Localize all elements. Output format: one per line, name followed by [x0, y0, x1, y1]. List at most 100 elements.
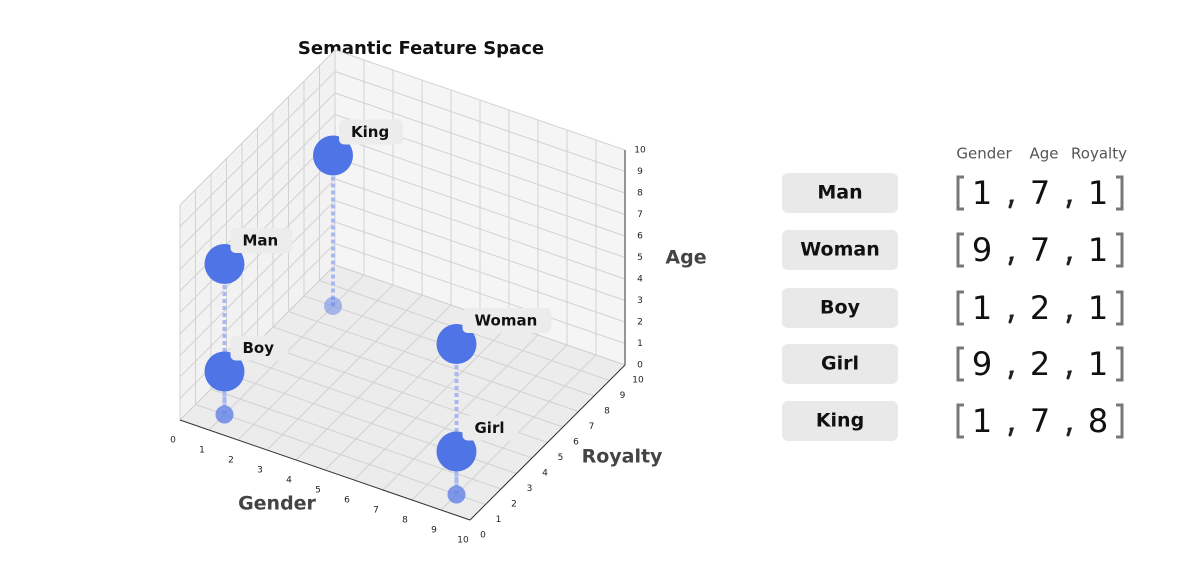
grid-line	[272, 326, 564, 428]
comma	[1008, 370, 1015, 380]
y-tick-label: 0	[480, 531, 486, 541]
point-label-box	[230, 228, 293, 253]
point-label-box	[462, 308, 552, 333]
comma	[1008, 314, 1015, 324]
comma	[1008, 427, 1015, 437]
column-header: Royalty	[1071, 145, 1127, 163]
y-tick-label: 7	[589, 422, 595, 432]
z-tick-label: 8	[637, 189, 643, 199]
y-tick-label: 6	[573, 438, 579, 448]
grid-line	[334, 178, 626, 280]
comma	[1008, 256, 1015, 266]
point-label: Woman	[475, 312, 538, 330]
column-header: Gender	[956, 145, 1012, 163]
chart-title: Semantic Feature Space	[298, 38, 544, 59]
z-tick-label: 7	[637, 210, 643, 220]
grid-line	[179, 114, 336, 270]
shadow-point	[215, 405, 234, 424]
row-label-box	[782, 288, 898, 328]
vector-value: 8	[1088, 402, 1108, 440]
grid-line	[334, 221, 626, 323]
x-tick-label: 2	[228, 456, 234, 466]
point	[204, 351, 245, 392]
x-axis-label: Gender	[238, 493, 316, 515]
vector-value: 2	[1030, 289, 1050, 327]
vector-value: 9	[972, 231, 992, 269]
x-tick-label: 1	[199, 446, 205, 456]
grid-line	[179, 92, 336, 249]
bracket-left	[956, 175, 964, 211]
x-tick-label: 9	[431, 526, 437, 536]
grid-line	[334, 135, 626, 237]
point-label: Girl	[475, 419, 505, 437]
y-tick-label: 8	[604, 407, 610, 417]
point-label: Boy	[243, 339, 275, 357]
grid-line	[179, 221, 336, 378]
point-label-box	[339, 119, 404, 145]
y-axis-label: Royalty	[582, 446, 663, 468]
y-tick-label: 9	[620, 391, 626, 401]
vector-value: 9	[972, 345, 992, 383]
point	[204, 244, 245, 284]
vector-value: 2	[1030, 345, 1050, 383]
vector-value: 1	[972, 289, 992, 327]
vector-value: 1	[972, 402, 992, 440]
x-tick-label: 0	[170, 436, 176, 446]
shadow-point	[447, 485, 466, 504]
y-tick-label: 5	[558, 453, 564, 463]
y-tick-label: 10	[632, 376, 644, 386]
row-label-box	[782, 173, 898, 213]
row-label-box	[782, 344, 898, 384]
y-tick-label: 1	[496, 515, 502, 525]
vector-value: 7	[1030, 231, 1050, 269]
bracket-right	[1116, 403, 1124, 439]
vector-value: 7	[1030, 402, 1050, 440]
comma	[1066, 314, 1073, 324]
row-label: Girl	[821, 353, 859, 375]
bracket-left	[956, 290, 964, 326]
point-label: Man	[243, 232, 279, 250]
y-tick-label: 2	[511, 500, 517, 510]
x-tick-label: 10	[457, 536, 469, 546]
row-label: Man	[817, 182, 862, 204]
x-tick-label: 7	[373, 506, 379, 516]
grid-line	[241, 357, 533, 459]
grid-line	[288, 311, 579, 412]
column-header: Age	[1029, 145, 1058, 163]
bracket-left	[956, 403, 964, 439]
grid-line	[334, 71, 626, 172]
y-tick-label: 4	[542, 469, 548, 479]
row-label: Boy	[820, 297, 861, 319]
vector-value: 1	[1088, 289, 1108, 327]
point-label-box	[462, 415, 519, 441]
bracket-left	[956, 346, 964, 382]
row-label: King	[816, 410, 864, 432]
grid-line	[334, 49, 626, 151]
grid-line	[179, 71, 336, 227]
row-label-box	[782, 230, 898, 270]
x-tick-label: 4	[286, 476, 292, 486]
z-tick-label: 3	[637, 296, 643, 306]
shadow-point	[324, 297, 342, 315]
vector-value: 7	[1030, 174, 1050, 212]
z-tick-label: 6	[637, 232, 643, 242]
vector-value: 1	[972, 174, 992, 212]
grid-line	[179, 49, 336, 206]
z-tick-label: 0	[637, 361, 643, 371]
z-axis-label: Age	[665, 247, 706, 269]
comma	[1066, 199, 1073, 209]
grid-line	[195, 404, 486, 505]
z-tick-label: 1	[637, 339, 643, 349]
comma	[1066, 427, 1073, 437]
y-axis-line	[469, 364, 626, 521]
x-tick-label: 3	[257, 466, 263, 476]
bracket-right	[1116, 232, 1124, 268]
bracket-right	[1116, 346, 1124, 382]
x-tick-label: 5	[315, 486, 321, 496]
x-tick-label: 6	[344, 496, 350, 506]
row-label: Woman	[800, 239, 879, 261]
